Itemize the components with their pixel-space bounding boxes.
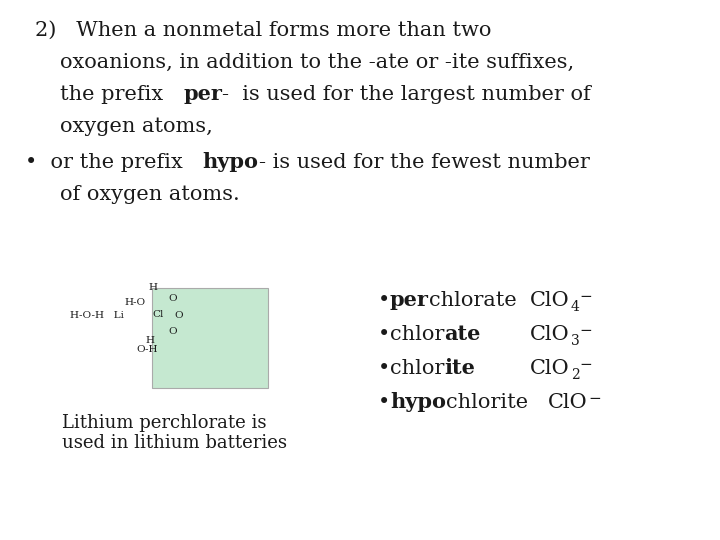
- Text: −: −: [580, 358, 593, 372]
- Text: O: O: [168, 294, 176, 303]
- Text: the prefix: the prefix: [60, 85, 183, 104]
- Text: H: H: [148, 283, 157, 292]
- Text: H-O: H-O: [124, 298, 145, 307]
- Text: chlorate: chlorate: [429, 291, 517, 310]
- Text: •: •: [378, 291, 390, 310]
- Text: −: −: [580, 290, 593, 304]
- Text: 2: 2: [571, 368, 580, 382]
- Text: O: O: [174, 311, 183, 320]
- Text: ite: ite: [444, 358, 475, 378]
- Text: ClO: ClO: [530, 291, 570, 310]
- Text: −: −: [589, 392, 601, 406]
- Text: hypo: hypo: [390, 392, 446, 412]
- Text: O-H: O-H: [136, 345, 158, 354]
- Text: chlor: chlor: [390, 359, 444, 378]
- Text: •: •: [378, 359, 390, 378]
- Text: •: •: [378, 393, 390, 412]
- Text: H: H: [145, 336, 154, 345]
- Text: hypo: hypo: [202, 152, 258, 172]
- Text: 2)   When a nonmetal forms more than two: 2) When a nonmetal forms more than two: [35, 21, 491, 40]
- Text: −: −: [580, 324, 593, 338]
- Text: O: O: [168, 327, 176, 336]
- Text: 3: 3: [571, 334, 580, 348]
- Text: chlorite: chlorite: [446, 393, 528, 412]
- FancyBboxPatch shape: [152, 288, 268, 388]
- Text: of oxygen atoms.: of oxygen atoms.: [60, 185, 240, 204]
- Text: •  or the prefix: • or the prefix: [25, 153, 202, 172]
- Text: ClO: ClO: [530, 359, 570, 378]
- Text: Cl: Cl: [152, 310, 163, 319]
- Text: ClO: ClO: [548, 393, 588, 412]
- Text: •: •: [378, 325, 390, 344]
- Text: H-O-H   Li: H-O-H Li: [70, 311, 124, 320]
- Text: used in lithium batteries: used in lithium batteries: [62, 434, 287, 452]
- Text: chlor: chlor: [390, 325, 444, 344]
- Text: ate: ate: [444, 324, 481, 344]
- Text: per: per: [183, 84, 222, 104]
- Text: -  is used for the largest number of: - is used for the largest number of: [222, 85, 590, 104]
- Text: Lithium perchlorate is: Lithium perchlorate is: [62, 414, 266, 432]
- Text: - is used for the fewest number: - is used for the fewest number: [258, 153, 590, 172]
- Text: per: per: [390, 290, 429, 310]
- Text: ClO: ClO: [530, 325, 570, 344]
- Text: 4: 4: [571, 300, 580, 314]
- Text: oxoanions, in addition to the -ate or -ite suffixes,: oxoanions, in addition to the -ate or -i…: [60, 53, 574, 72]
- Text: oxygen atoms,: oxygen atoms,: [60, 117, 212, 136]
